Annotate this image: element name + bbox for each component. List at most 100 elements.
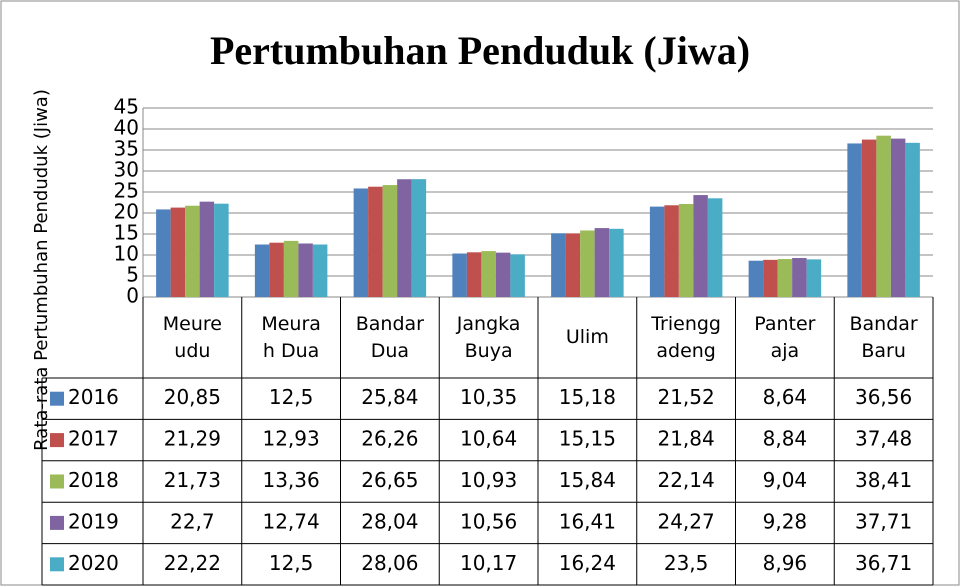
table-cell: 38,41 (855, 468, 912, 492)
table-cell: 36,71 (855, 551, 912, 575)
bar (284, 241, 299, 297)
legend-swatch (50, 516, 64, 530)
bar (778, 259, 793, 297)
table-cell: 24,27 (657, 509, 714, 533)
bar (383, 185, 398, 297)
table-cell: 23,5 (664, 551, 709, 575)
table-cell: 16,24 (559, 551, 616, 575)
table-cell: 16,41 (559, 509, 616, 533)
bar (397, 179, 412, 297)
chart-svg: Pertumbuhan Penduduk (Jiwa) Rata-rata Pe… (0, 0, 961, 587)
bar (862, 140, 877, 297)
legend-swatch (50, 392, 64, 406)
table-cell: 12,93 (262, 427, 319, 451)
bar (185, 206, 200, 297)
table-cell: 22,22 (164, 551, 221, 575)
table-cell: 25,84 (361, 385, 418, 409)
legend-swatch (50, 475, 64, 489)
y-tick-label: 30 (114, 158, 139, 182)
table-cell: 10,93 (460, 468, 517, 492)
bar (679, 204, 694, 297)
bar (595, 228, 610, 297)
y-tick-label: 45 (114, 95, 139, 119)
y-tick-label: 5 (126, 263, 139, 287)
bar (255, 245, 270, 298)
table-cell: 15,84 (559, 468, 616, 492)
y-tick-label: 0 (126, 284, 139, 308)
bar (354, 188, 369, 297)
table-cell: 9,28 (763, 509, 808, 533)
bar (708, 198, 723, 297)
table-cell: 37,71 (855, 509, 912, 533)
y-tick-label: 40 (114, 116, 139, 140)
table-cell: 12,5 (269, 385, 314, 409)
bar (496, 253, 511, 297)
legend-label: 2018 (68, 468, 119, 492)
bar (792, 258, 807, 297)
bar (551, 233, 566, 297)
table-cell: 13,36 (262, 468, 319, 492)
bar (298, 243, 313, 297)
bar (156, 209, 171, 297)
legend-label: 2016 (68, 385, 119, 409)
bar (891, 139, 906, 297)
bar (580, 230, 595, 297)
bar (467, 252, 482, 297)
chart: Pertumbuhan Penduduk (Jiwa) Rata-rata Pe… (0, 0, 961, 587)
bar (650, 207, 665, 297)
bar (452, 254, 467, 297)
table-cell: 15,18 (559, 385, 616, 409)
bar (510, 254, 525, 297)
table-cell: 8,64 (763, 385, 808, 409)
bar (905, 143, 920, 297)
legend-label: 2019 (68, 509, 119, 533)
legend-label: 2017 (68, 427, 119, 451)
bar (566, 233, 581, 297)
table-cell: 22,14 (657, 468, 714, 492)
x-tick-label: Bandar Baru (848, 299, 919, 376)
bar (171, 208, 186, 297)
x-tick-label: Jangka Buya (453, 299, 524, 376)
table-cell: 15,15 (559, 427, 616, 451)
bar (807, 259, 822, 297)
table-cell: 10,64 (460, 427, 517, 451)
legend-swatch (50, 433, 64, 447)
x-tick-label: Meurah Dua (256, 299, 327, 376)
y-tick-label: 25 (114, 179, 139, 203)
table-cell: 12,74 (262, 509, 319, 533)
bar (609, 229, 624, 297)
y-tick-label: 20 (114, 200, 139, 224)
table-cell: 12,5 (269, 551, 314, 575)
x-tick-label: Ulim (552, 299, 623, 376)
legend-swatch (50, 557, 64, 571)
table-cell: 37,48 (855, 427, 912, 451)
table-cell: 21,52 (657, 385, 714, 409)
table-cell: 20,85 (164, 385, 221, 409)
table-cell: 8,96 (763, 551, 808, 575)
table-cell: 28,06 (361, 551, 418, 575)
bar (368, 187, 383, 297)
bar (763, 260, 778, 297)
table-cell: 21,29 (164, 427, 221, 451)
bar (481, 251, 496, 297)
x-tick-label: Meureudu (157, 299, 228, 376)
x-tick-label: Bandar Dua (355, 299, 426, 376)
x-tick-label: Panteraja (750, 299, 821, 376)
table-cell: 10,17 (460, 551, 517, 575)
bar (693, 195, 708, 297)
table-cell: 8,84 (763, 427, 808, 451)
bar (200, 202, 215, 297)
y-tick-label: 15 (114, 221, 139, 245)
y-tick-label: 10 (114, 242, 139, 266)
bar (214, 204, 229, 297)
bar (876, 136, 891, 297)
legend-label: 2020 (68, 551, 119, 575)
bar (664, 205, 679, 297)
table-cell: 9,04 (763, 468, 808, 492)
table-cell: 21,84 (657, 427, 714, 451)
bar (313, 245, 328, 298)
bar (412, 179, 427, 297)
table-cell: 28,04 (361, 509, 418, 533)
table-cell: 10,56 (460, 509, 517, 533)
table-cell: 26,65 (361, 468, 418, 492)
